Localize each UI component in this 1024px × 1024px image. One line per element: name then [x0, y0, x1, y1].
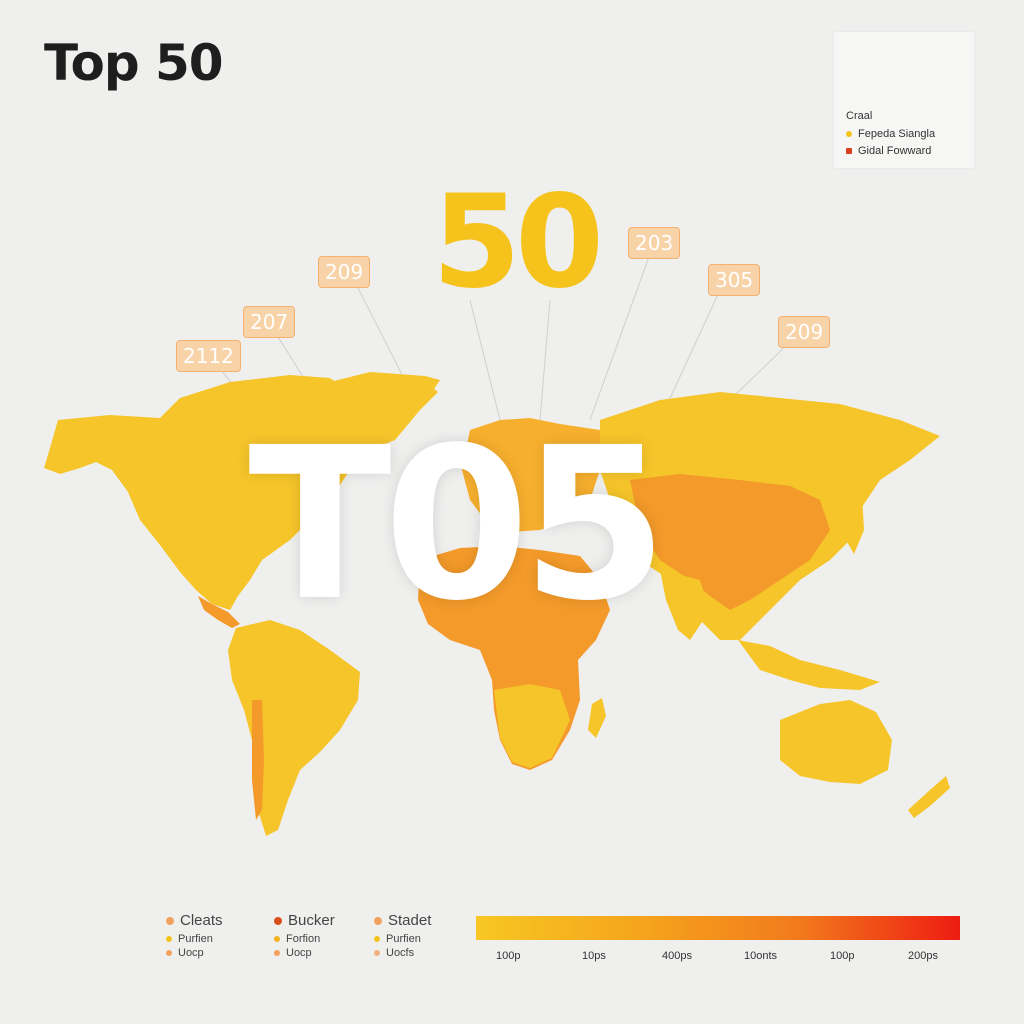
swatch-icon	[374, 917, 382, 926]
legend-sub-label: Purfien	[386, 933, 421, 945]
swatch-icon	[274, 936, 280, 943]
map-legend: Craal Fepeda Siangla Gidal Fowward	[834, 32, 974, 168]
map-callout: 209	[318, 256, 371, 288]
color-scale-ticks: 100p 10ps 400ps 10onts 100p 200ps	[476, 950, 960, 966]
region-south-america	[228, 620, 360, 836]
region-japan	[846, 494, 864, 554]
region-andes	[252, 700, 264, 820]
legend-sub-label: Uocfs	[386, 947, 415, 959]
page-title: Top 50	[44, 34, 224, 92]
swatch-icon	[274, 950, 280, 957]
region-madagascar	[588, 698, 606, 738]
region-china	[630, 474, 830, 610]
region-australia	[780, 700, 892, 784]
map-callout: 207	[243, 306, 296, 338]
region-central-america	[198, 596, 240, 628]
swatch-icon	[166, 936, 172, 943]
map-callout: 209	[778, 316, 831, 348]
overlay-label: T05	[248, 402, 667, 647]
map-callout: 203	[628, 227, 681, 259]
legend-group: Stadet Purfien Uocfs	[374, 912, 484, 959]
legend-sub-label: Purfien	[178, 933, 213, 945]
legend-group: Cleats Purfien Uocp	[166, 912, 276, 959]
legend-sub-label: Uocp	[286, 947, 312, 959]
region-southern-africa	[494, 684, 570, 768]
swatch-icon	[166, 917, 174, 926]
swatch-icon	[374, 950, 380, 957]
scale-tick-label: 100p	[496, 950, 521, 962]
legend-group-label: Stadet	[388, 912, 432, 929]
legend-item-label: Fepeda Siangla	[858, 128, 936, 140]
legend-title: Craal	[846, 110, 873, 122]
legend-group: Bucker Forfion Uocp	[274, 912, 384, 959]
region-india	[660, 570, 710, 640]
region-southeast-asia	[738, 640, 880, 690]
legend-group-label: Bucker	[288, 912, 335, 929]
legend-item-label: Gidal Fowward	[858, 145, 932, 157]
legend-sub-label: Forfion	[286, 933, 321, 945]
color-scale-bar	[476, 916, 960, 940]
region-europe	[462, 418, 610, 532]
legend-item: Gidal Fowward	[846, 145, 931, 157]
legend-item: Fepeda Siangla	[846, 128, 935, 140]
swatch-icon	[274, 917, 282, 926]
legend-group-label: Cleats	[180, 912, 223, 929]
headline-number: 50	[431, 168, 604, 317]
map-callout: 2112	[176, 340, 241, 372]
legend-swatch-icon	[846, 148, 852, 155]
scale-tick-label: 400ps	[662, 950, 692, 962]
legend-swatch-icon	[846, 131, 852, 138]
region-new-zealand	[908, 776, 950, 818]
region-greenland	[330, 372, 440, 450]
legend-sub-label: Uocp	[178, 947, 204, 959]
map-callout: 305	[708, 264, 761, 296]
scale-tick-label: 10ps	[582, 950, 606, 962]
scale-tick-label: 200ps	[908, 950, 938, 962]
region-north-america	[44, 375, 438, 610]
scale-tick-label: 10onts	[744, 950, 778, 962]
swatch-icon	[374, 936, 380, 943]
scale-tick-label: 100p	[830, 950, 855, 962]
swatch-icon	[166, 950, 172, 957]
